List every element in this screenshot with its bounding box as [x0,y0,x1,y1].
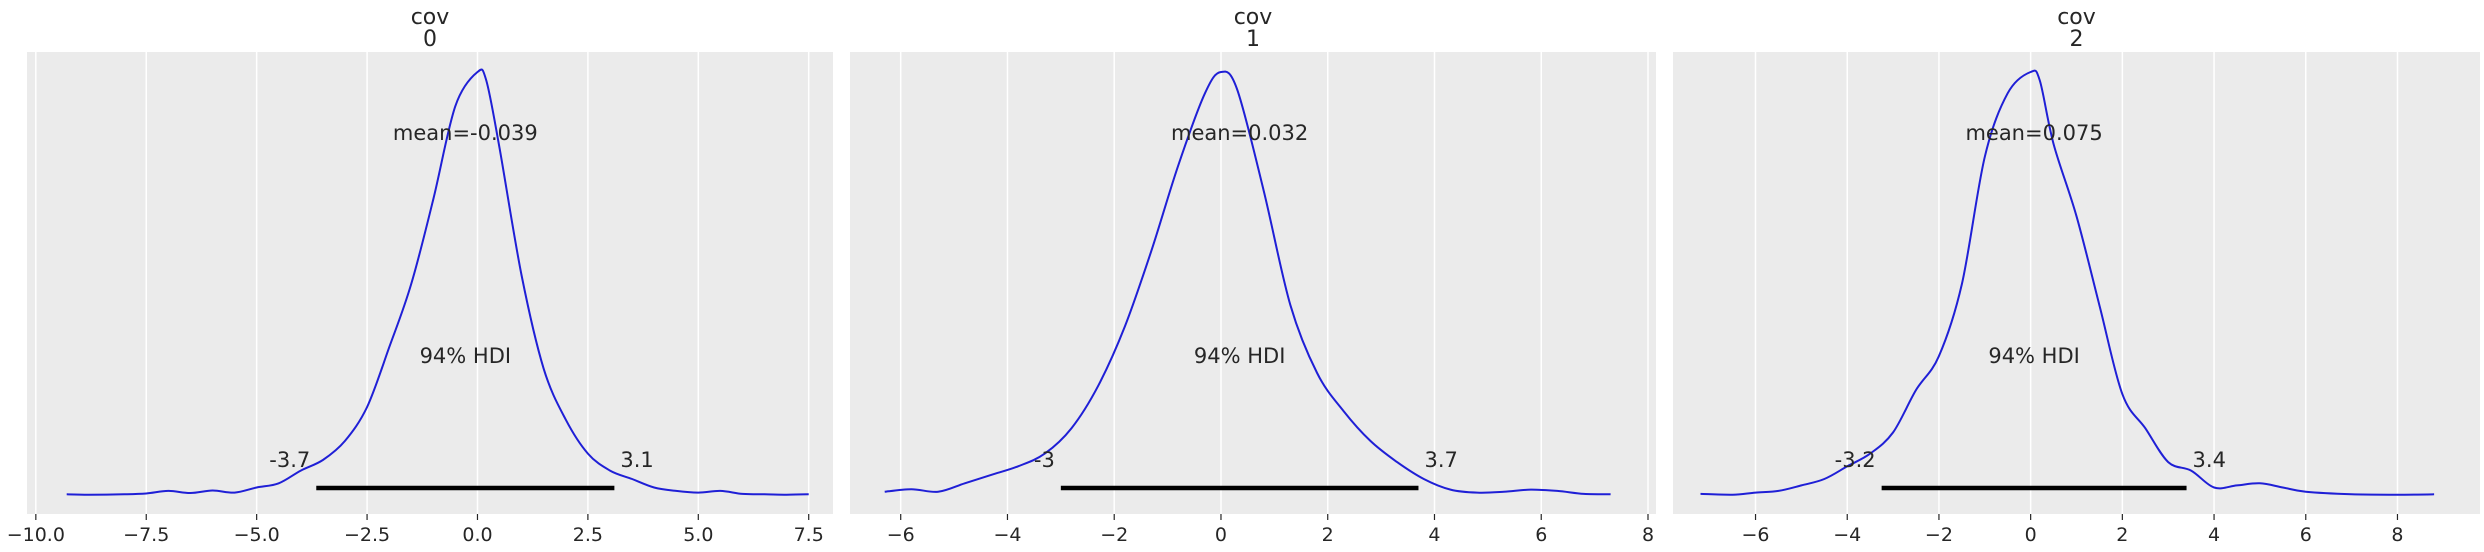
hdi-low-label: -3 [1034,448,1055,472]
x-tick-label: −4 [1833,524,1861,546]
x-tick-label: 8 [1642,524,1654,546]
hdi-label: 94% HDI [1194,344,1286,368]
density-curve [884,70,1611,496]
x-tick-label: 0 [2025,524,2037,546]
panel-title-var: cov [1234,5,1273,30]
hdi-high-label: 3.7 [1424,448,1457,472]
panel-title-coord: 0 [423,27,437,52]
x-tick-label: −6 [1742,524,1770,546]
hdi-low-label: -3.7 [269,448,310,472]
x-tick-label: 4 [2208,524,2220,546]
x-tick-label: 2 [1322,524,1334,546]
x-tick-label: −2.5 [344,524,390,546]
x-tick-label: −7.5 [123,524,169,546]
hdi-label: 94% HDI [420,344,512,368]
x-tick-label: 5.0 [683,524,713,546]
x-tick-label: −4 [993,524,1021,546]
panel-title-coord: 2 [2070,27,2084,52]
hdi-high-label: 3.4 [2193,448,2226,472]
x-tick-label: −10.0 [7,524,65,546]
mean-label: mean=0.075 [1965,121,2102,145]
x-tick-label: 4 [1428,524,1440,546]
mean-label: mean=0.032 [1171,121,1308,145]
x-tick-label: −2 [1925,524,1953,546]
x-tick-label: 6 [1535,524,1547,546]
x-tick-label: 7.5 [794,524,824,546]
panel-title-coord: 1 [1246,27,1260,52]
hdi-low-label: -3.2 [1835,448,1876,472]
hdi-label: 94% HDI [1988,344,2080,368]
x-tick-label: 0 [1215,524,1227,546]
x-tick-label: −6 [887,524,915,546]
panel-title-var: cov [2057,5,2096,30]
x-tick-label: 2 [2116,524,2128,546]
density-curve [1700,69,2435,496]
panel-background [1673,52,2480,514]
hdi-high-label: 3.1 [620,448,653,472]
x-tick-label: 0.0 [462,524,492,546]
mean-label: mean=-0.039 [393,121,538,145]
x-tick-label: 2.5 [573,524,603,546]
panel-background [850,52,1656,514]
panel-title-var: cov [411,5,450,30]
x-tick-label: −2 [1100,524,1128,546]
density-curve [66,68,809,496]
x-tick-label: −5.0 [234,524,280,546]
x-tick-label: 8 [2391,524,2403,546]
x-tick-label: 6 [2300,524,2312,546]
